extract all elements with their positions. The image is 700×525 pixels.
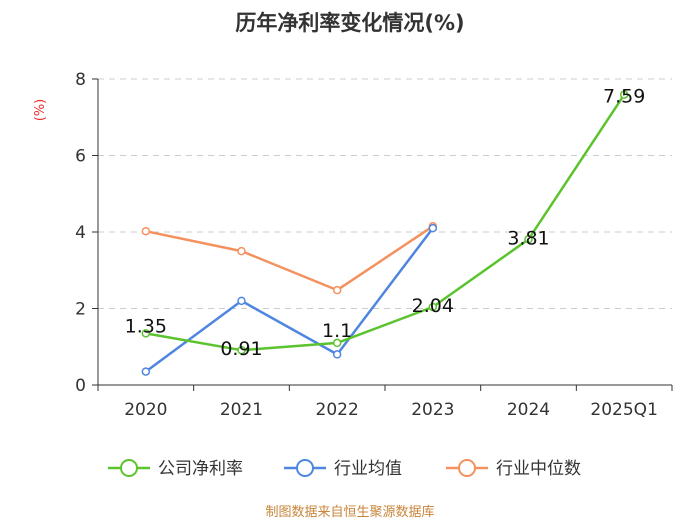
- data-label-2020: 1.35: [125, 315, 167, 337]
- y-tick-label: 4: [75, 223, 86, 243]
- chart-title: 历年净利率变化情况(%): [235, 11, 464, 35]
- y-tick-label: 0: [75, 376, 86, 396]
- series-line-1: [145, 227, 434, 373]
- y-axis-unit: (%): [33, 99, 48, 122]
- series-0-point-2020[interactable]: [141, 329, 151, 338]
- data-labels: 1.35 0.91 1.1 2.04 3.81 7.59: [125, 86, 646, 361]
- x-tick-label-2023: 2023: [411, 400, 454, 420]
- source-note: 制图数据来自恒生聚源数据库: [265, 504, 434, 520]
- x-tick-label-2020: 2020: [124, 400, 167, 420]
- data-label-2023: 2.04: [412, 295, 454, 317]
- x-tick-label-2025Q1: 2025Q1: [590, 400, 657, 420]
- legend-item-0[interactable]: 公司净利率: [108, 459, 243, 479]
- legend-item-1[interactable]: 行业均值: [284, 459, 402, 479]
- x-tick-label-2024: 2024: [507, 400, 550, 420]
- data-label-2025Q1: 7.59: [603, 86, 645, 108]
- legend-swatch-marker: [458, 459, 476, 477]
- series-layer: [141, 90, 629, 376]
- series-1-point-2022[interactable]: [332, 350, 342, 359]
- series-0-point-2021[interactable]: [237, 345, 246, 355]
- legend-label: 行业均值: [334, 459, 402, 479]
- series-1-point-2020[interactable]: [141, 367, 151, 376]
- series-1-point-2021[interactable]: [237, 296, 246, 306]
- series-2-point-2022[interactable]: [332, 285, 342, 295]
- legend-label: 行业中位数: [496, 459, 581, 479]
- legend-label: 公司净利率: [158, 459, 243, 479]
- series-line-2: [145, 225, 434, 292]
- series-line-0: [145, 94, 626, 352]
- legend-swatch-marker: [296, 459, 314, 477]
- y-tick-label: 8: [75, 70, 86, 90]
- series-1-point-2023[interactable]: [428, 223, 438, 233]
- legend-swatch-marker: [120, 459, 138, 477]
- x-tick-label-2022: 2022: [316, 400, 359, 420]
- data-label-2022: 1.1: [322, 320, 352, 342]
- legend-item-2[interactable]: 行业中位数: [446, 459, 581, 479]
- series-0-point-2023[interactable]: [428, 302, 438, 312]
- gridlines: [98, 78, 672, 309]
- y-tick-label: 2: [75, 300, 86, 320]
- series-0-point-2025Q1[interactable]: [619, 90, 629, 99]
- data-label-2024: 3.81: [507, 227, 549, 249]
- x-tick-label-2021: 2021: [220, 400, 263, 420]
- series-2-point-2020[interactable]: [141, 226, 151, 236]
- legend[interactable]: 公司净利率 行业均值 行业中位数: [108, 459, 581, 479]
- data-label-2021: 0.91: [220, 338, 262, 360]
- series-2-point-2021[interactable]: [237, 246, 246, 256]
- series-0-point-2024[interactable]: [524, 235, 533, 244]
- y-tick-label: 6: [75, 147, 86, 167]
- axes: 0 2 4 6 8 2020 2021 2022 2023 2024 2025Q1: [75, 70, 673, 420]
- series-0-point-2022[interactable]: [332, 338, 342, 348]
